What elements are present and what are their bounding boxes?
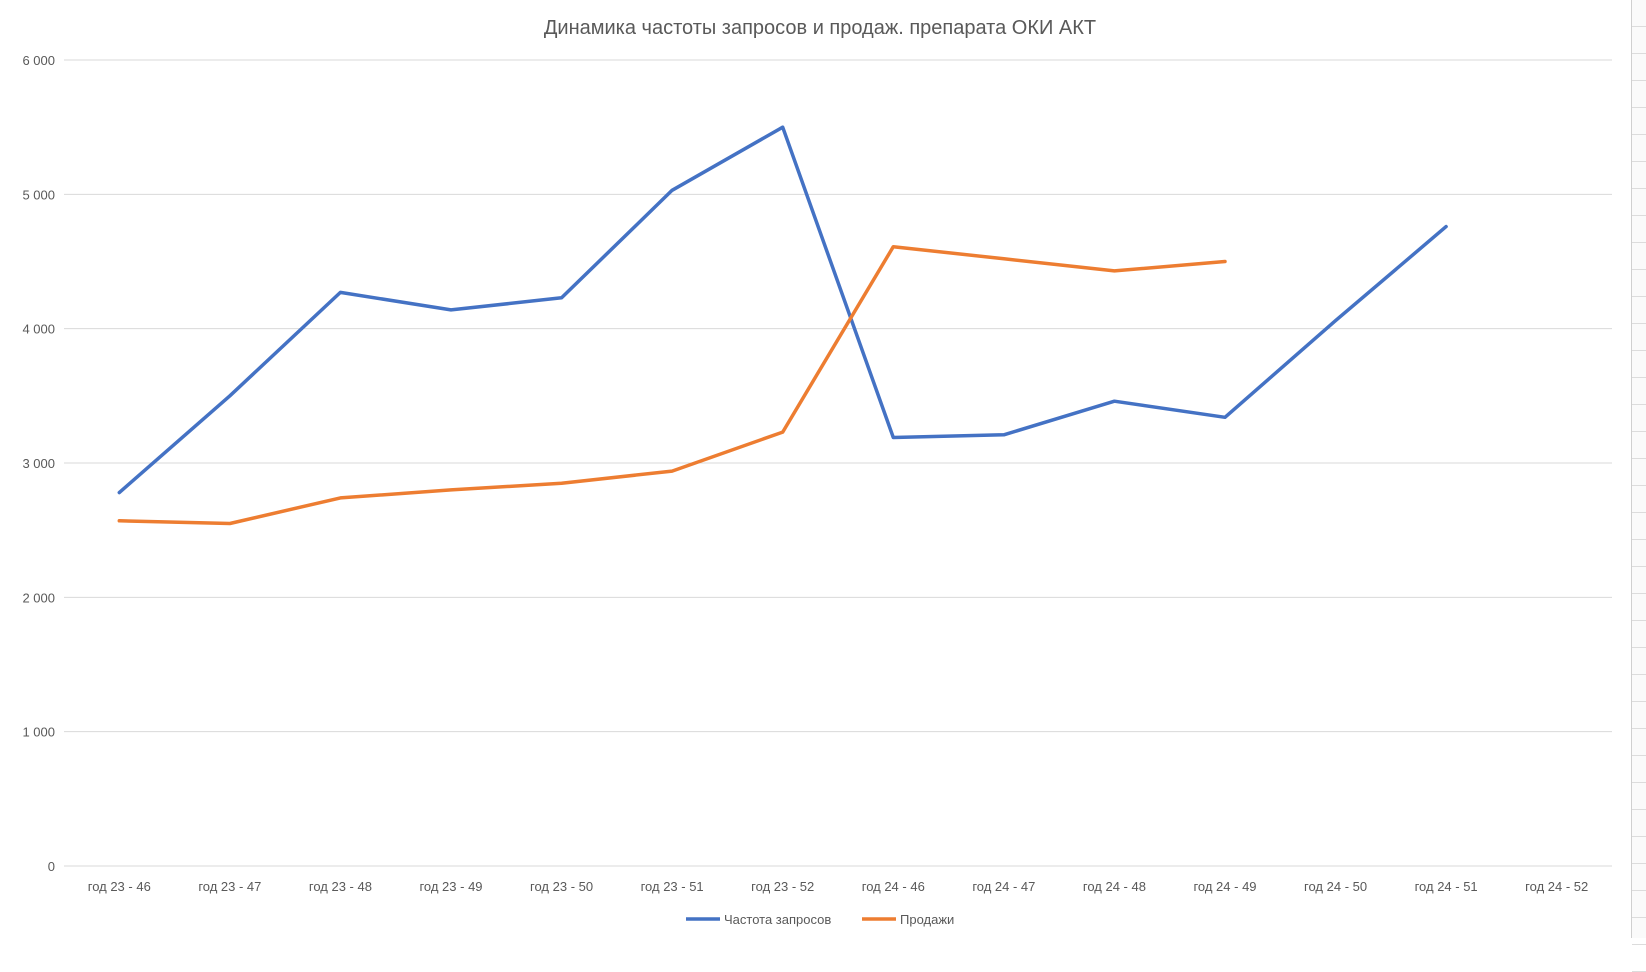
edge-row: [1632, 729, 1646, 756]
y-axis-ticks: 0 1 000 2 000 3 000 4 000 5 000 6 000: [22, 53, 55, 874]
y-tick-label: 5 000: [22, 187, 55, 202]
edge-row: [1632, 0, 1646, 27]
x-tick-label: год 23 - 52: [751, 879, 814, 894]
y-tick-label: 2 000: [22, 590, 55, 605]
legend-label: Продажи: [900, 912, 954, 927]
x-tick-label: год 24 - 49: [1193, 879, 1256, 894]
edge-row: [1632, 486, 1646, 513]
x-tick-label: год 23 - 49: [419, 879, 482, 894]
edge-row: [1632, 135, 1646, 162]
edge-row: [1632, 243, 1646, 270]
legend: Частота запросов Продажи: [686, 912, 954, 927]
edge-row: [1632, 108, 1646, 135]
x-tick-label: год 24 - 51: [1415, 879, 1478, 894]
edge-row: [1632, 432, 1646, 459]
edge-row: [1632, 54, 1646, 81]
y-tick-label: 1 000: [22, 725, 55, 740]
grid: [64, 60, 1612, 866]
edge-row: [1632, 459, 1646, 486]
x-tick-label: год 23 - 50: [530, 879, 593, 894]
edge-row: [1632, 405, 1646, 432]
series-line-1: [119, 127, 1446, 492]
chart-title: Динамика частоты запросов и продаж. преп…: [544, 17, 1096, 39]
edge-row: [1632, 675, 1646, 702]
x-tick-label: год 23 - 47: [198, 879, 261, 894]
legend-label: Частота запросов: [724, 912, 831, 927]
edge-row: [1632, 783, 1646, 810]
edge-row: [1632, 837, 1646, 864]
x-tick-label: год 24 - 47: [972, 879, 1035, 894]
chart: Динамика частоты запросов и продаж. преп…: [0, 0, 1646, 938]
x-tick-label: год 23 - 46: [88, 879, 151, 894]
edge-row: [1632, 621, 1646, 648]
y-tick-label: 6 000: [22, 53, 55, 68]
edge-row: [1632, 81, 1646, 108]
edge-row: [1632, 351, 1646, 378]
edge-row: [1632, 189, 1646, 216]
x-tick-label: год 24 - 52: [1525, 879, 1588, 894]
series-line-2: [119, 247, 1225, 524]
line-chart: Динамика частоты запросов и продаж. преп…: [0, 0, 1616, 938]
edge-row: [1632, 162, 1646, 189]
x-axis-ticks: год 23 - 46 год 23 - 47 год 23 - 48 год 23 …: [88, 879, 1589, 894]
x-tick-label: год 24 - 50: [1304, 879, 1367, 894]
window-edge: [1631, 0, 1646, 938]
edge-row: [1632, 540, 1646, 567]
x-tick-label: год 23 - 48: [309, 879, 372, 894]
edge-row: [1632, 918, 1646, 945]
x-tick-label: год 24 - 46: [862, 879, 925, 894]
x-tick-label: год 23 - 51: [641, 879, 704, 894]
edge-row: [1632, 513, 1646, 540]
y-tick-label: 0: [48, 859, 55, 874]
edge-row: [1632, 648, 1646, 675]
edge-row: [1632, 297, 1646, 324]
edge-row: [1632, 216, 1646, 243]
edge-row: [1632, 945, 1646, 972]
edge-row: [1632, 324, 1646, 351]
edge-row: [1632, 378, 1646, 405]
edge-row: [1632, 756, 1646, 783]
edge-row: [1632, 594, 1646, 621]
x-tick-label: год 24 - 48: [1083, 879, 1146, 894]
y-tick-label: 4 000: [22, 322, 55, 337]
edge-row: [1632, 27, 1646, 54]
edge-row: [1632, 567, 1646, 594]
edge-row: [1632, 891, 1646, 918]
series-lines: [119, 127, 1446, 523]
edge-row: [1632, 864, 1646, 891]
y-tick-label: 3 000: [22, 456, 55, 471]
edge-row: [1632, 810, 1646, 837]
edge-row: [1632, 270, 1646, 297]
edge-row: [1632, 702, 1646, 729]
